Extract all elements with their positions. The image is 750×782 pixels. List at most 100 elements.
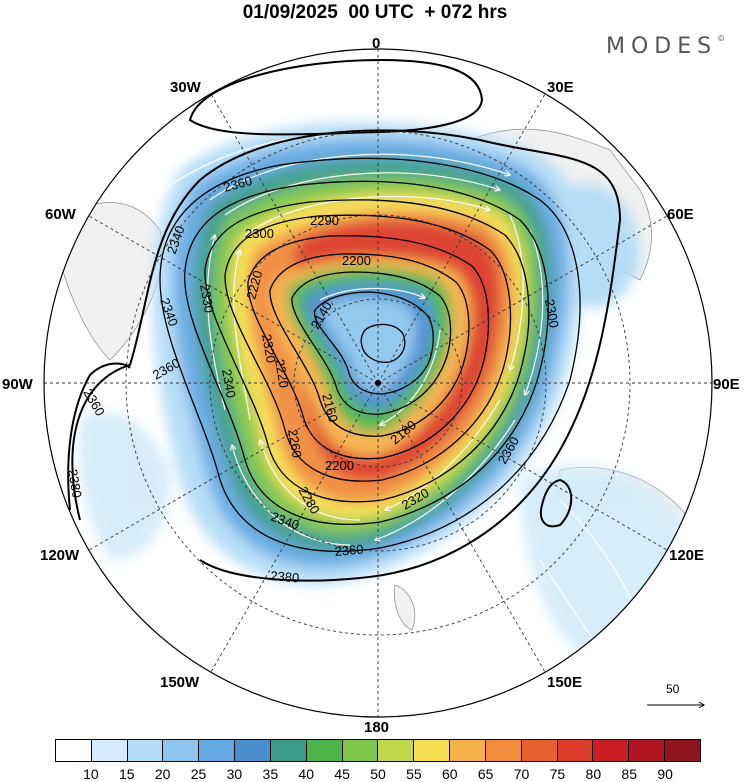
longitude-labels: 0 30E 60E 90E 120E 150E 180 150W 120W 90…	[2, 35, 740, 736]
land-newzealand	[394, 584, 416, 631]
streamline-13	[380, 329, 441, 425]
colorbar-tick-label: 60	[441, 766, 458, 782]
contour-label: 2200	[342, 253, 371, 268]
band-patch-w	[78, 412, 171, 560]
map-title: 01/09/2025 00 UTC + 072 hrs	[242, 2, 508, 23]
colorbar-tick-label: 20	[154, 766, 171, 782]
colorbar-cell	[450, 740, 486, 761]
streamline-1	[209, 153, 510, 201]
contour-label: 2260	[285, 428, 305, 459]
colorbar-cell	[485, 740, 522, 761]
colorbar-tick-label: 35	[262, 766, 279, 782]
contour-2220	[269, 253, 470, 437]
colorbar-tick-label: 65	[477, 766, 494, 782]
colorbar-cell	[665, 740, 700, 761]
reference-vector-label: 50	[666, 682, 680, 696]
height-contours	[67, 58, 622, 582]
colorbar-cell	[378, 740, 415, 761]
contour-2340	[184, 180, 549, 525]
band-core	[323, 297, 416, 392]
colorbar-tick-label: 90	[657, 766, 673, 782]
streamline-6	[385, 399, 501, 510]
lon-label-90w: 90W	[2, 376, 34, 393]
polar-map: 2380 2360 2360 2360 2360 2360 2380 2340 …	[2, 35, 740, 736]
map-disc	[44, 49, 712, 717]
meridian-150e	[377, 382, 546, 673]
colorbar-cell	[199, 740, 236, 761]
pole-marker	[375, 380, 381, 386]
streamline-11	[206, 235, 226, 411]
lon-label-120w: 120W	[40, 547, 80, 564]
contour-top-loop	[188, 58, 484, 136]
brand-logo: MODES©	[606, 34, 725, 59]
meridian-120w	[88, 382, 379, 551]
contour-label: 2320	[259, 333, 279, 364]
colorbar-cell	[593, 740, 630, 761]
contour-labels: 2380 2360 2360 2360 2360 2360 2380 2340 …	[65, 173, 562, 586]
colorbar-tick-label: 45	[334, 766, 350, 782]
colorbar-tick-label: 85	[621, 766, 638, 782]
colorbar-cell	[629, 740, 666, 761]
lon-label-150e: 150E	[547, 674, 582, 691]
meridian-60w	[88, 215, 379, 384]
contour-label: 2380	[65, 468, 85, 499]
contour-label: 2300	[542, 298, 562, 329]
colorbar-tick-label: 10	[83, 766, 99, 782]
colorbar-cell	[91, 740, 128, 761]
colorbar-tick-label: 25	[190, 766, 207, 782]
wind-speed-shading	[78, 122, 682, 660]
contour-label: 2220	[243, 269, 265, 301]
map-border	[43, 48, 713, 718]
colorbar-tick-label: 15	[118, 766, 135, 782]
meridian-60e	[377, 215, 668, 384]
brand-name: MODES	[606, 34, 718, 59]
streamline-12	[319, 287, 425, 301]
streamline-10	[233, 250, 251, 421]
colorbar-tick-label: 80	[585, 766, 602, 782]
contour-east-loop	[540, 478, 573, 528]
contour-2140	[313, 291, 434, 395]
lon-label-150w: 150W	[160, 674, 200, 691]
colorbar-cell	[163, 740, 200, 761]
streamline-4	[510, 214, 524, 370]
colorbar-cell	[557, 740, 594, 761]
colorbar-tick-label: 30	[226, 766, 243, 782]
colorbar-cell	[127, 740, 164, 761]
lon-label-0: 0	[372, 35, 380, 52]
contour-2180	[291, 271, 452, 415]
lon-label-90e: 90E	[713, 376, 740, 393]
streamline-3	[244, 195, 490, 236]
contour-label: 2330	[197, 283, 217, 314]
brand-copyright: ©	[717, 34, 726, 43]
colorbar-cell	[235, 740, 271, 761]
colorbar-tick-label: 40	[298, 766, 315, 782]
colorbar-cell	[270, 740, 307, 761]
contour-outer	[71, 129, 622, 582]
streamline-8	[260, 440, 361, 521]
contour-label: 2340	[219, 368, 239, 399]
latitude-ring-2	[209, 214, 547, 552]
streamline-5	[525, 229, 544, 395]
contour-label: 2300	[245, 226, 274, 241]
colorbar	[55, 739, 701, 762]
contour-label: 2380	[270, 568, 300, 585]
latitude-ring-3	[125, 130, 631, 636]
meridian-30w	[210, 93, 379, 384]
land-america	[59, 202, 163, 361]
contour-label: 2290	[310, 213, 339, 228]
contour-2360	[159, 157, 581, 552]
graticule	[44, 49, 712, 717]
lon-label-180: 180	[364, 719, 389, 736]
meridian-120e	[377, 382, 668, 551]
lon-label-30e: 30E	[547, 79, 574, 96]
contour-2300	[224, 214, 512, 482]
contour-label: 2360	[222, 173, 254, 195]
meridian-30e	[377, 93, 546, 384]
lon-label-120e: 120E	[669, 547, 704, 564]
latitude-ring-1	[293, 298, 463, 468]
meridian-150w	[210, 382, 379, 673]
colorbar-cell	[414, 740, 451, 761]
colorbar-tick-label: 70	[513, 766, 530, 782]
colorbar-tick-label: 75	[549, 766, 566, 782]
contour-2320	[204, 199, 530, 503]
